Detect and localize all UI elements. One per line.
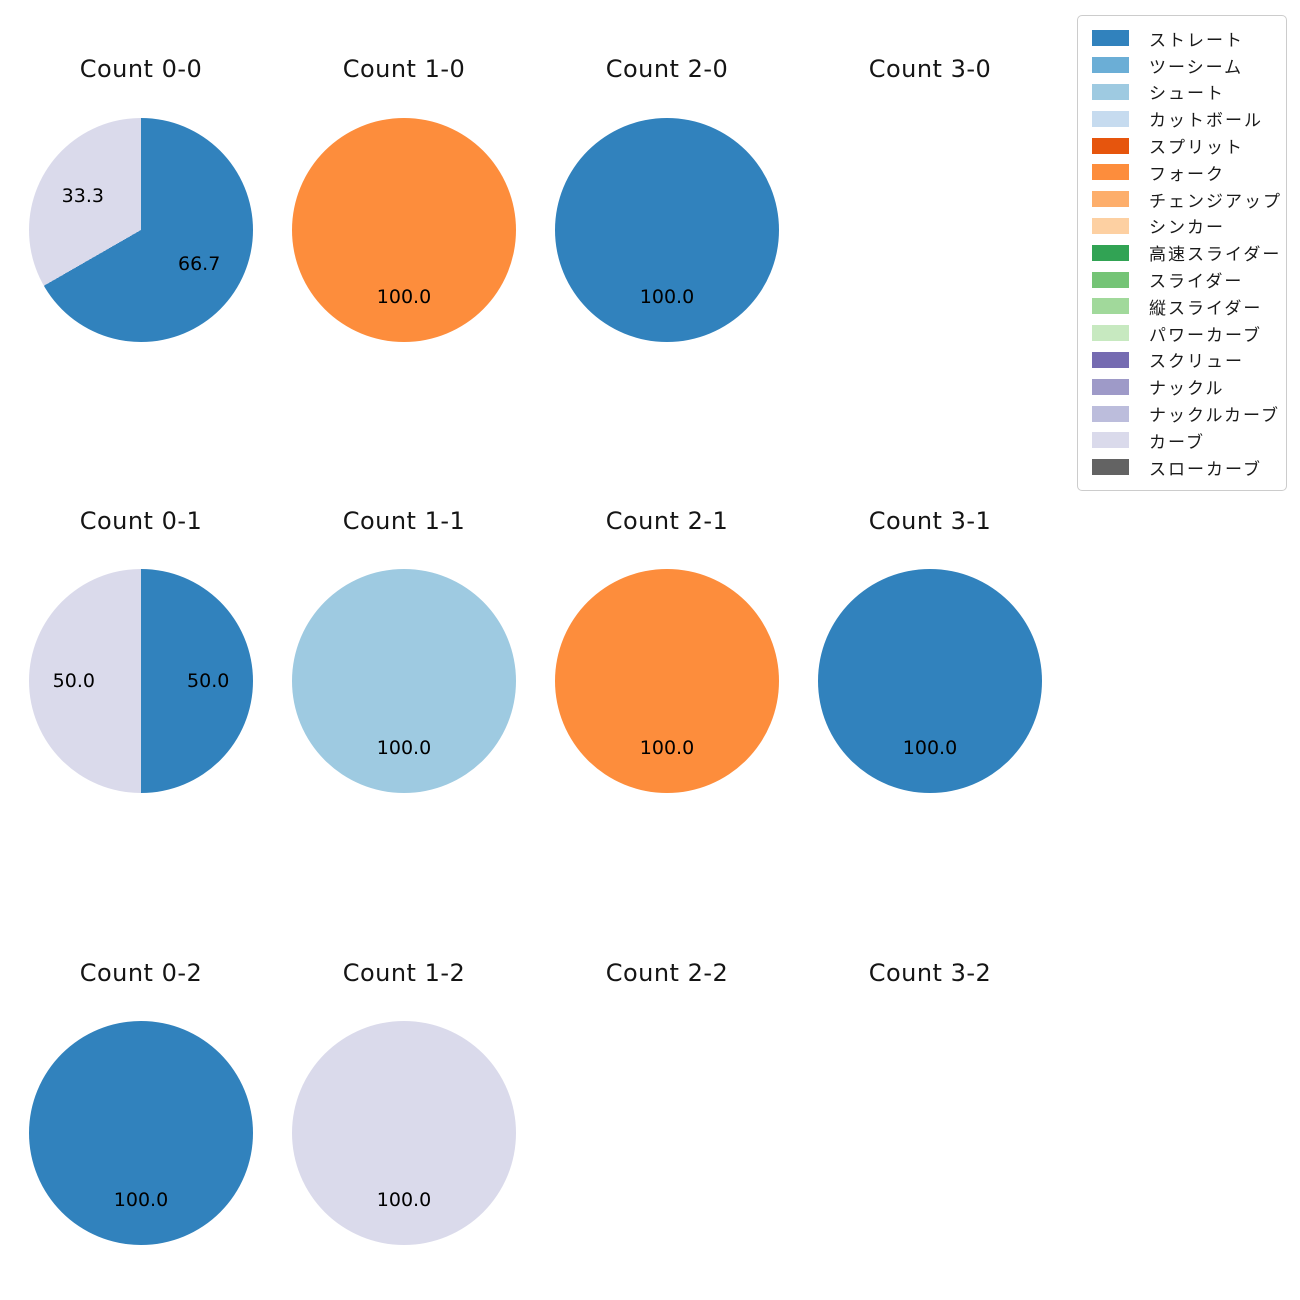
legend-label: シンカー — [1149, 218, 1225, 239]
legend-swatch — [1092, 244, 1129, 261]
pie-chart — [29, 118, 253, 342]
legend-label: フォーク — [1149, 164, 1225, 185]
pie-percent-label: 100.0 — [639, 286, 695, 309]
pie-chart — [292, 118, 516, 342]
legend-item: パワーカーブ — [1086, 320, 1280, 347]
pie-percent-label: 100.0 — [376, 286, 432, 309]
pie-title: Count 1-2 — [342, 959, 466, 987]
legend-label: ツーシーム — [1149, 57, 1244, 78]
legend-box: ストレートツーシームシュートカットボール スプリットフォークチェンジアップ シンカー… — [1077, 15, 1287, 491]
legend-label: スプリット — [1149, 138, 1244, 159]
pie-title: Count 2-0 — [605, 55, 729, 83]
legend-label: スライダー — [1149, 272, 1244, 293]
legend-label: シュート — [1149, 84, 1225, 105]
legend-item: 縦スライダー — [1086, 293, 1280, 320]
legend-swatch — [1092, 351, 1129, 368]
legend-item: シュート — [1086, 79, 1280, 106]
legend-label: 縦スライダー — [1149, 298, 1263, 319]
legend-item: カーブ — [1086, 427, 1280, 454]
legend-swatch — [1092, 137, 1129, 154]
legend-item: ナックル — [1086, 373, 1280, 400]
pie-title: Count 0-0 — [79, 55, 203, 83]
legend-swatch — [1092, 459, 1129, 476]
legend-item: スライダー — [1086, 266, 1280, 293]
pie-title: Count 1-0 — [342, 55, 466, 83]
legend-item: ナックルカーブ — [1086, 400, 1280, 427]
pie-percent-label: 33.3 — [61, 185, 104, 208]
legend-label: ストレート — [1149, 30, 1244, 51]
pie-percent-label: 100.0 — [902, 737, 958, 760]
pie-percent-label: 100.0 — [376, 1189, 432, 1212]
legend-swatch — [1092, 164, 1129, 181]
pie-chart — [29, 1021, 253, 1245]
legend-label: ナックル — [1149, 379, 1225, 400]
pie-percent-label: 66.7 — [178, 252, 221, 275]
pie-percent-label: 100.0 — [376, 737, 432, 760]
legend-swatch — [1092, 30, 1129, 47]
legend-label: カーブ — [1149, 432, 1205, 453]
pie-chart — [818, 569, 1042, 793]
legend-item: スクリュー — [1086, 347, 1280, 374]
legend-swatch — [1092, 432, 1129, 449]
legend-swatch — [1092, 378, 1129, 395]
legend-swatch — [1092, 271, 1129, 288]
legend-item: フォーク — [1086, 159, 1280, 186]
pie-percent-label: 100.0 — [639, 737, 695, 760]
pie-percent-label: 50.0 — [187, 670, 230, 692]
pie-title: Count 0-1 — [79, 507, 203, 535]
legend-swatch — [1092, 405, 1129, 422]
legend-swatch — [1092, 110, 1129, 127]
pie-percent-label: 100.0 — [113, 1189, 169, 1212]
legend-swatch — [1092, 325, 1129, 342]
pie-title: Count 1-1 — [342, 507, 466, 535]
legend-item: スプリット — [1086, 132, 1280, 159]
legend-item: ツーシーム — [1086, 52, 1280, 79]
pie-title: Count 0-2 — [79, 959, 203, 987]
pie-chart — [292, 1021, 516, 1245]
legend-item: 高速スライダー — [1086, 239, 1280, 266]
pie-title: Count 3-1 — [868, 507, 992, 535]
legend-label: スローカーブ — [1149, 459, 1262, 480]
legend-label: ナックルカーブ — [1149, 406, 1280, 427]
legend-label: カットボール — [1149, 111, 1263, 132]
pie-chart — [555, 118, 779, 342]
legend-swatch — [1092, 191, 1129, 208]
legend-swatch — [1092, 83, 1129, 100]
pie-percent-label: 50.0 — [52, 670, 95, 692]
pie-title: Count 3-2 — [868, 959, 992, 987]
pie-chart — [555, 569, 779, 793]
legend-item: ストレート — [1086, 25, 1280, 52]
legend-item: チェンジアップ — [1086, 186, 1280, 213]
pie-title: Count 3-0 — [868, 55, 992, 83]
legend-item: カットボール — [1086, 105, 1280, 132]
legend-label: パワーカーブ — [1149, 325, 1262, 346]
legend-item: スローカーブ — [1086, 454, 1280, 481]
pie-title: Count 2-1 — [605, 507, 729, 535]
pie-chart — [292, 569, 516, 793]
pie-chart — [29, 569, 253, 793]
pie-title: Count 2-2 — [605, 959, 729, 987]
legend-swatch — [1092, 217, 1129, 234]
legend-label: スクリュー — [1149, 352, 1244, 373]
legend-label: チェンジアップ — [1149, 191, 1282, 212]
legend-swatch — [1092, 298, 1129, 315]
legend-swatch — [1092, 57, 1129, 74]
legend-item: シンカー — [1086, 213, 1280, 240]
legend-label: 高速スライダー — [1149, 245, 1282, 266]
